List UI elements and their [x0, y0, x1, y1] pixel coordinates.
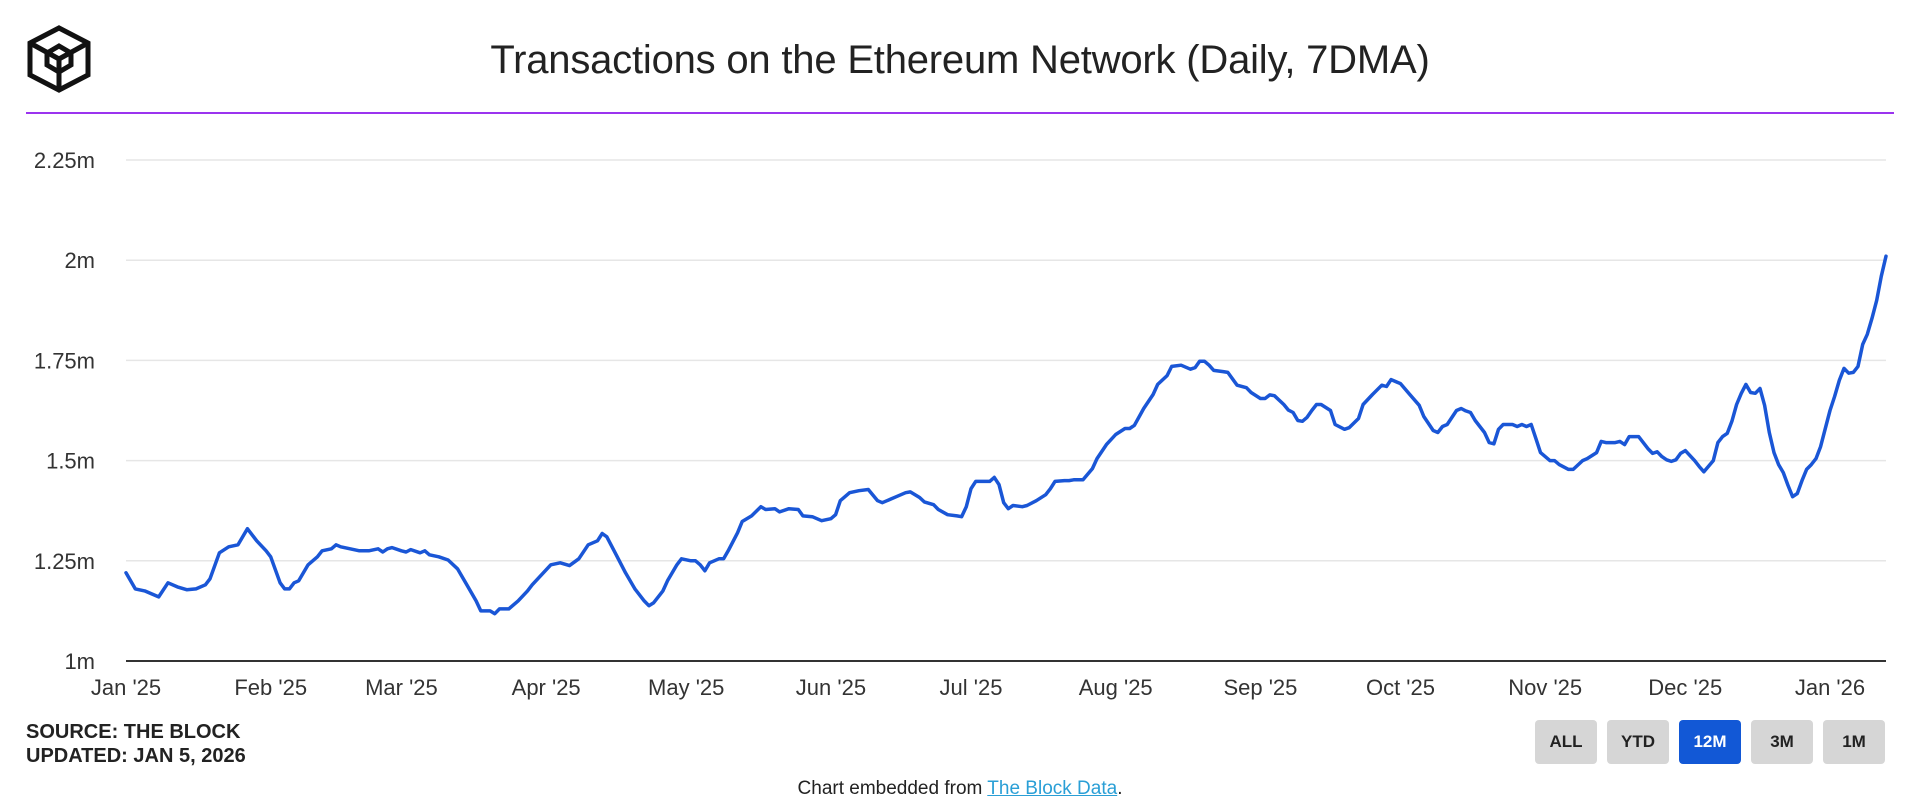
- the-block-data-link[interactable]: The Block Data: [987, 778, 1118, 799]
- x-tick-label: Jan '26: [1795, 675, 1865, 700]
- updated-label: UPDATED: JAN 5, 2026: [26, 745, 246, 767]
- range-button-3m[interactable]: 3M: [1751, 720, 1813, 764]
- embed-credit: Chart embedded from The Block Data.: [0, 778, 1920, 800]
- embed-suffix: .: [1117, 778, 1123, 799]
- x-tick-label: Apr '25: [512, 675, 581, 700]
- x-tick-label: Dec '25: [1648, 675, 1722, 700]
- range-button-all[interactable]: ALL: [1535, 720, 1597, 764]
- y-tick-label: 2.25m: [34, 148, 95, 173]
- range-button-ytd[interactable]: YTD: [1607, 720, 1669, 764]
- x-tick-label: Feb '25: [234, 675, 307, 700]
- series-line: [124, 254, 1888, 616]
- line-chart: 1m 1.25m 1.5m 1.75m 2m 2.25m Jan '25 Feb '25 Ma…: [34, 148, 1888, 700]
- x-tick-label: Aug '25: [1079, 675, 1153, 700]
- y-tick-label: 1.25m: [34, 549, 95, 574]
- x-tick-label: Jul '25: [940, 675, 1003, 700]
- source-block: SOURCE: THE BLOCK UPDATED: JAN 5, 2026: [26, 720, 246, 768]
- chart-title: Transactions on the Ethereum Network (Da…: [490, 38, 1430, 82]
- x-tick-label: May '25: [648, 675, 724, 700]
- x-tick-label: Mar '25: [365, 675, 438, 700]
- the-block-cube-icon: [27, 25, 91, 93]
- range-button-group: ALL YTD 12M 3M 1M: [1535, 720, 1885, 764]
- y-tick-label: 1.5m: [46, 449, 95, 474]
- y-tick-label: 1m: [64, 649, 95, 674]
- range-button-12m[interactable]: 12M: [1679, 720, 1741, 764]
- y-tick-label: 2m: [64, 248, 95, 273]
- title-divider: [26, 112, 1894, 114]
- x-tick-label: Jan '25: [91, 675, 161, 700]
- chart-header: Transactions on the Ethereum Network (Da…: [0, 0, 1920, 116]
- embed-prefix: Chart embedded from: [797, 778, 988, 799]
- y-tick-label: 1.75m: [34, 348, 95, 373]
- y-axis-ticks: 1m 1.25m 1.5m 1.75m 2m 2.25m: [34, 148, 95, 674]
- x-tick-label: Nov '25: [1508, 675, 1582, 700]
- x-tick-label: Sep '25: [1223, 675, 1297, 700]
- range-button-1m[interactable]: 1M: [1823, 720, 1885, 764]
- x-tick-label: Oct '25: [1366, 675, 1435, 700]
- x-tick-label: Jun '25: [796, 675, 866, 700]
- x-axis-ticks: Jan '25 Feb '25 Mar '25 Apr '25 May '25 Jun '…: [91, 675, 1865, 700]
- grid-lines: [126, 159, 1886, 562]
- source-label: SOURCE: THE BLOCK: [26, 721, 241, 743]
